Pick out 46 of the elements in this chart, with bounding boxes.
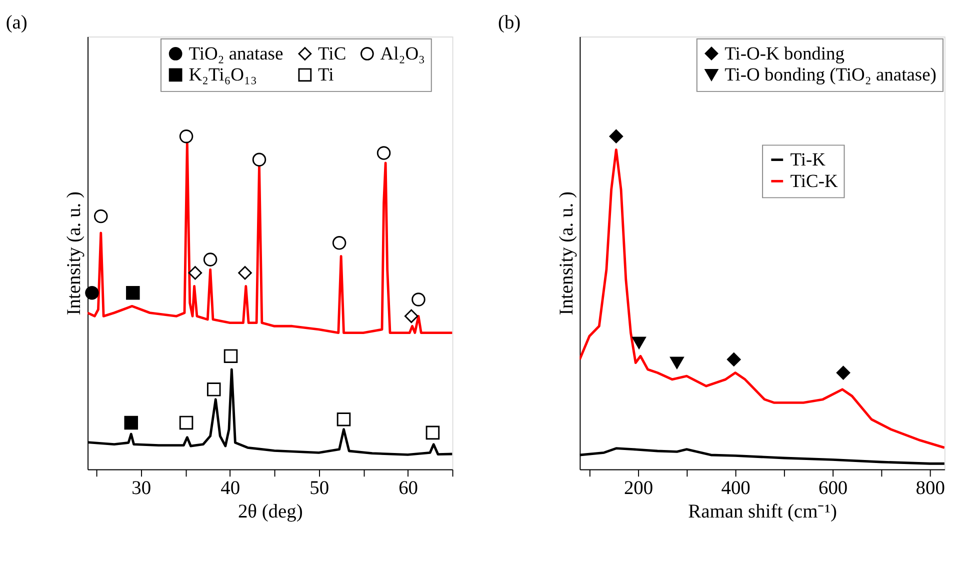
legend-label: Ti-K [790,150,826,170]
chart-title: (b) [498,12,521,34]
x-tick-label: 40 [220,478,240,500]
legend-label: K₂Ti₆O₁₃ [188,64,257,85]
x-tick-label: 200 [624,478,654,500]
point [238,266,252,280]
point [632,336,646,349]
legend-label: Ti-O bonding (TiO₂ anatase) [724,64,936,85]
point [94,209,108,224]
x-axis-title: 2θ (deg) [238,501,303,522]
point [85,286,99,300]
legend-label: Al₂O₃ [380,44,425,64]
point [179,416,194,430]
point [412,292,426,306]
x-tick-label: 50 [310,478,330,500]
legend-label: Ti [318,64,334,85]
point [332,236,346,250]
point [609,129,624,144]
point [426,426,440,440]
chart-title: (a) [6,12,28,34]
point [206,382,221,396]
y-axis-title: Intensity (a. u. ) [556,192,578,316]
point [670,356,684,369]
x-tick-label: 600 [818,478,848,500]
point [404,309,418,324]
legend-label: Ti-O-K bonding [724,43,845,64]
y-axis-title: Intensity (a. u. ) [64,192,86,316]
legend-label: TiC [318,44,346,64]
x-tick-label: 60 [398,478,418,500]
point [336,412,351,426]
point [203,252,218,266]
point [252,152,266,167]
point [126,286,140,300]
point [124,416,138,430]
x-tick-label: 800 [916,478,945,500]
x-tick-label: 30 [132,478,152,500]
point [376,146,391,160]
point [726,352,741,366]
legend-label: TiO₂ anatase [188,44,284,64]
x-tick-label: 400 [721,478,750,500]
legend-label: TiC-K [790,171,839,191]
point [836,366,850,380]
point [188,266,202,280]
point [224,349,238,363]
point [179,129,194,144]
x-axis-title: Raman shift (cm⁻¹) [688,501,837,522]
